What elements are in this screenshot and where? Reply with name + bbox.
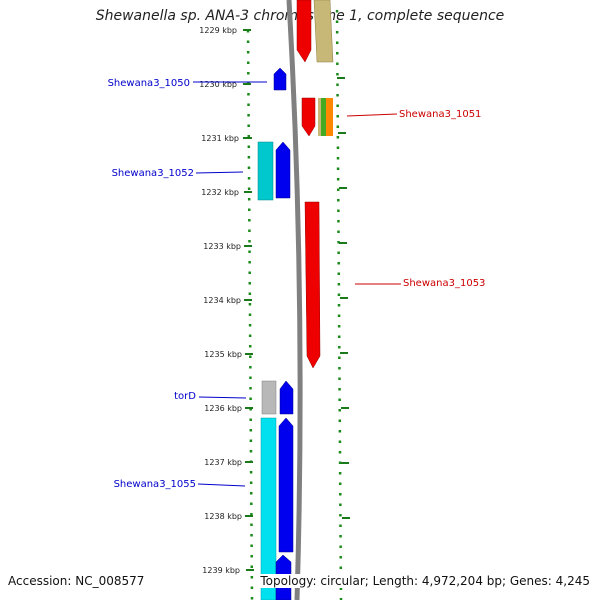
forward-cds-feature[interactable] xyxy=(279,380,294,415)
gene-labels: Shewana3_1050 Shewana3_1051 Shewana3_105… xyxy=(108,78,486,490)
track-guides xyxy=(246,9,343,600)
green-feature[interactable] xyxy=(321,98,327,136)
cyan-feature[interactable] xyxy=(260,417,277,600)
tick-label: 1230 kbp xyxy=(199,80,237,89)
gene-label[interactable]: torD xyxy=(174,391,196,402)
leader-line xyxy=(198,396,247,399)
reverse-cds-feature[interactable] xyxy=(301,97,316,137)
orange-feature[interactable] xyxy=(326,98,333,136)
gene-label[interactable]: Shewana3_1053 xyxy=(403,278,485,289)
tick-label: 1234 kbp xyxy=(203,296,241,305)
reverse-cds-feature[interactable] xyxy=(296,0,312,63)
gene-label[interactable]: Shewana3_1050 xyxy=(108,78,190,89)
tick-label: 1235 kbp xyxy=(204,350,242,359)
gene-label[interactable]: Shewana3_1055 xyxy=(114,479,196,490)
tick-labels: 1229 kbp 1230 kbp 1231 kbp 1232 kbp 1233… xyxy=(199,26,242,575)
leader-line xyxy=(195,171,244,174)
tick-label: 1238 kbp xyxy=(204,512,242,521)
tick-label: 1229 kbp xyxy=(199,26,237,35)
forward-cds-feature[interactable] xyxy=(273,67,287,91)
tick-label: 1239 kbp xyxy=(202,566,240,575)
chromosome-backbone xyxy=(286,0,303,600)
leader-lines xyxy=(193,81,401,487)
leader-line xyxy=(346,113,398,117)
gray-feature[interactable] xyxy=(261,380,277,415)
reverse-cds-feature[interactable] xyxy=(304,201,321,369)
accession-label: Accession: NC_008577 xyxy=(8,574,145,588)
tick-label: 1237 kbp xyxy=(204,458,242,467)
gene-label[interactable]: Shewana3_1052 xyxy=(112,168,194,179)
gene-label[interactable]: Shewana3_1051 xyxy=(399,109,481,120)
leader-line xyxy=(197,483,246,487)
tick-label: 1231 kbp xyxy=(201,134,239,143)
tan-feature[interactable] xyxy=(318,98,322,136)
tick-marks xyxy=(243,29,350,571)
tan-feature[interactable] xyxy=(313,0,334,63)
forward-cds-feature[interactable] xyxy=(278,417,294,553)
tick-label: 1232 kbp xyxy=(201,188,239,197)
topology-label: Topology: circular; Length: 4,972,204 bp… xyxy=(260,574,590,588)
tick-label: 1233 kbp xyxy=(203,242,241,251)
cyan-feature[interactable] xyxy=(257,141,274,201)
forward-cds-feature[interactable] xyxy=(275,141,291,199)
tick-label: 1236 kbp xyxy=(204,404,242,413)
